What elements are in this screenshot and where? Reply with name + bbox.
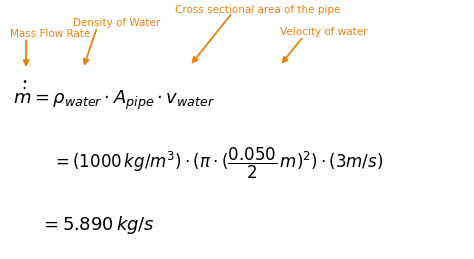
Text: Velocity of water: Velocity of water	[280, 27, 367, 37]
Text: $\bullet$: $\bullet$	[21, 75, 28, 85]
Text: $= (1000\,kg/m^3) \cdot (\pi \cdot (\dfrac{0.050}{2}\,m)^2) \cdot (3m/s)$: $= (1000\,kg/m^3) \cdot (\pi \cdot (\dfr…	[52, 146, 383, 181]
Text: $\dot{m} = \rho_{water} \cdot A_{pipe} \cdot v_{water}$: $\dot{m} = \rho_{water} \cdot A_{pipe} \…	[13, 85, 216, 112]
Text: $= 5.890\,kg/s$: $= 5.890\,kg/s$	[40, 214, 155, 236]
Text: Cross sectional area of the pipe: Cross sectional area of the pipe	[175, 5, 341, 15]
Text: Density of Water: Density of Water	[73, 18, 161, 28]
Text: Mass Flow Rate: Mass Flow Rate	[10, 29, 91, 39]
